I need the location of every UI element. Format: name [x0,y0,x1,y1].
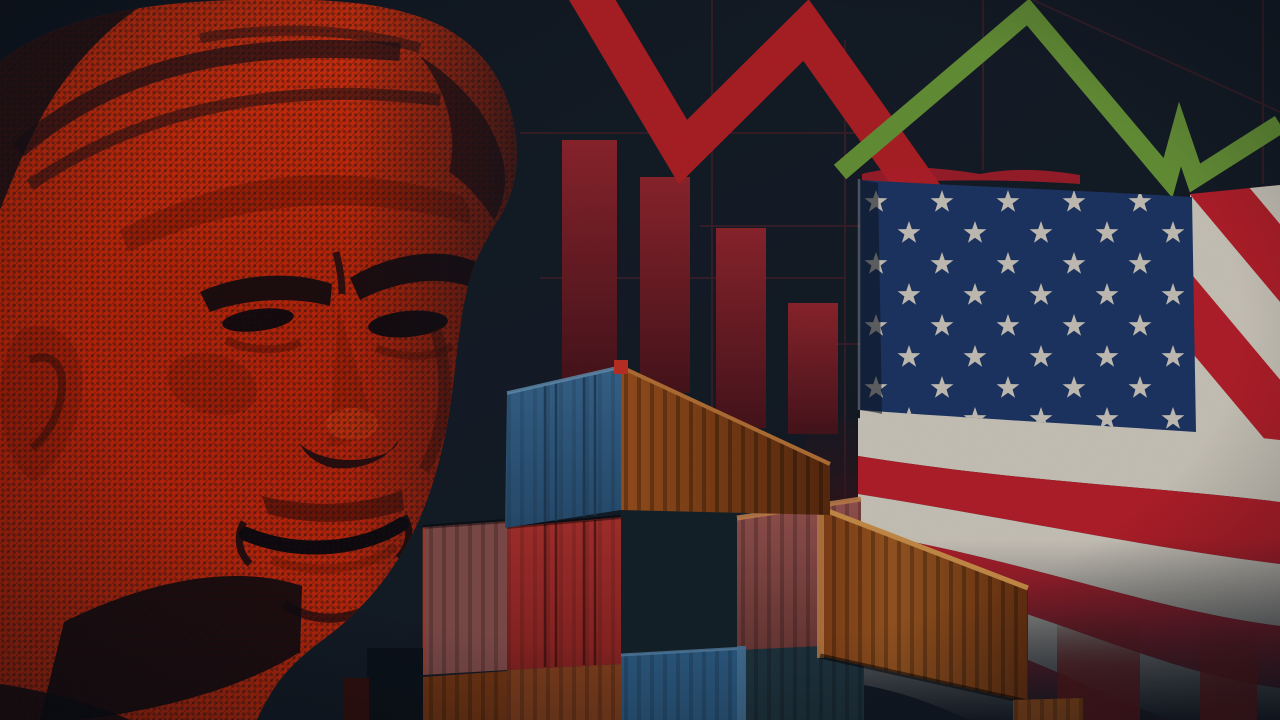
editorial-illustration [0,0,1280,720]
illustration-canvas [0,0,1280,720]
vignette [0,0,1280,720]
